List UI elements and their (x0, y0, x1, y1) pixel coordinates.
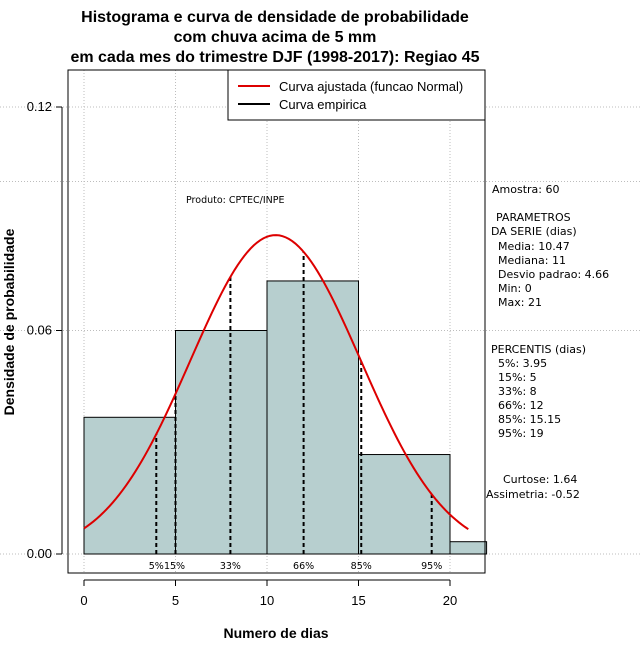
histogram-bar-3 (358, 454, 451, 555)
stat-p85: 85%: 15.15 (498, 413, 561, 426)
y-tick-label-0: 0.00 (27, 546, 52, 561)
legend-box (227, 69, 486, 121)
stat-parametros-title: PARAMETROS (496, 211, 571, 224)
produto-annotation: Produto: CPTEC/INPE (186, 195, 285, 206)
stat-curtose: Curtose: 1.64 (503, 473, 577, 486)
histogram-bar-4 (449, 541, 488, 555)
stat-desvio: Desvio padrao: 4.66 (498, 268, 609, 281)
stat-min: Min: 0 (498, 282, 532, 295)
stat-p15: 15%: 5 (498, 371, 537, 384)
stat-p95: 95%: 19 (498, 427, 544, 440)
legend-label-empirica: Curva empirica (279, 97, 367, 112)
x-tick-label-1: 5 (172, 593, 179, 608)
x-axis: 0 5 10 15 20 (80, 579, 457, 608)
chart-title-line-2: com chuva acima de 5 mm (174, 29, 377, 46)
x-tick-label-4: 20 (443, 593, 457, 608)
percentile-label-2: 33% (220, 561, 241, 572)
stat-mediana: Mediana: 11 (498, 254, 566, 267)
chart-title-line-3: em cada mes do trimestre DJF (1998-2017)… (70, 49, 479, 66)
normal-fit-curve (83, 234, 469, 531)
percentile-label-3: 66% (293, 561, 314, 572)
percentile-label-0: 5% (149, 561, 164, 572)
histogram-bar-0 (83, 416, 176, 555)
stat-p66: 66%: 12 (498, 399, 544, 412)
histogram-bar-2 (266, 280, 359, 555)
histogram-bar-1 (175, 330, 268, 555)
percentile-label-1: 15% (164, 561, 185, 572)
percentile-lines: 5% 15% 33% 66% 85% 95% (149, 251, 442, 572)
legend: Curva ajustada (funcao Normal) Curva emp… (227, 69, 486, 121)
legend-label-normal: Curva ajustada (funcao Normal) (279, 79, 463, 94)
x-axis-label: Numero de dias (223, 625, 328, 641)
percentile-label-5: 95% (421, 561, 442, 572)
stat-p5: 5%: 3.95 (498, 357, 547, 370)
y-axis: 0.00 0.06 0.12 (27, 99, 63, 561)
x-tick-label-0: 0 (80, 593, 87, 608)
stat-serie-title: DA SERIE (dias) (491, 225, 577, 238)
y-tick-label-1: 0.06 (27, 323, 52, 338)
stats-panel: Amostra: 60 PARAMETROS DA SERIE (dias) M… (486, 183, 609, 501)
stat-max: Max: 21 (498, 296, 542, 309)
stat-percentis-title: PERCENTIS (dias) (491, 343, 586, 356)
x-tick-label-2: 10 (260, 593, 274, 608)
histogram-bars (83, 280, 488, 555)
y-tick-label-2: 0.12 (27, 99, 52, 114)
percentile-label-4: 85% (351, 561, 372, 572)
stat-media: Media: 10.47 (498, 240, 570, 253)
y-axis-label: Densidade de probabilidade (1, 228, 17, 415)
chart-title-line-1: Histograma e curva de densidade de proba… (81, 9, 469, 26)
x-tick-label-3: 15 (351, 593, 365, 608)
stat-p33: 33%: 8 (498, 385, 537, 398)
stat-amostra: Amostra: 60 (492, 183, 559, 196)
stat-assimetria: Assimetria: -0.52 (486, 488, 580, 501)
